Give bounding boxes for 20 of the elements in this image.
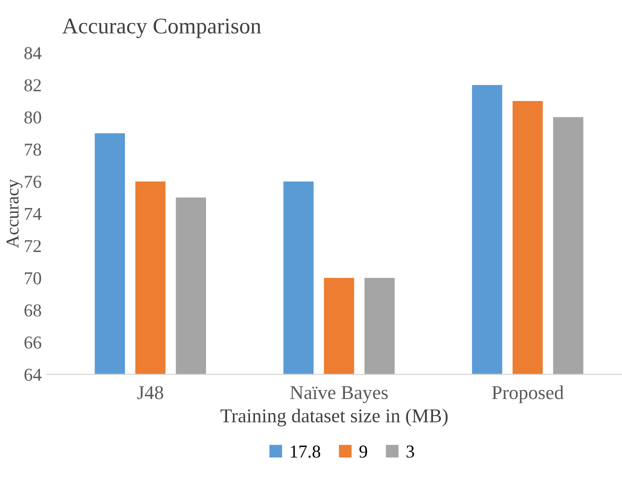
- x-tick-label: Naïve Bayes: [290, 386, 388, 404]
- y-tick-label: 72: [24, 240, 41, 252]
- y-tick-label: 78: [24, 144, 42, 156]
- y-axis-title: Accuracy: [6, 179, 22, 248]
- x-axis-title: Training dataset size in (MB): [220, 408, 448, 426]
- y-tick-label: 76: [24, 176, 42, 188]
- y-tick-label: 74: [24, 208, 42, 220]
- y-tick-label: 84: [24, 47, 42, 60]
- y-tick-label: 70: [24, 272, 42, 284]
- y-tick-label: 66: [24, 336, 42, 349]
- legend-label: 3: [406, 446, 414, 458]
- y-tick-label: 82: [24, 79, 41, 92]
- legend-label: 17.8: [290, 446, 320, 458]
- y-tick-label: 68: [24, 304, 42, 317]
- y-tick-label: 80: [24, 111, 42, 124]
- legend-label: 9: [359, 446, 368, 458]
- x-tick-label: J48: [137, 386, 164, 400]
- x-tick-label: Proposed: [492, 386, 564, 404]
- y-tick-label: 64: [24, 368, 42, 381]
- chart-title: Accuracy Comparison: [62, 18, 262, 38]
